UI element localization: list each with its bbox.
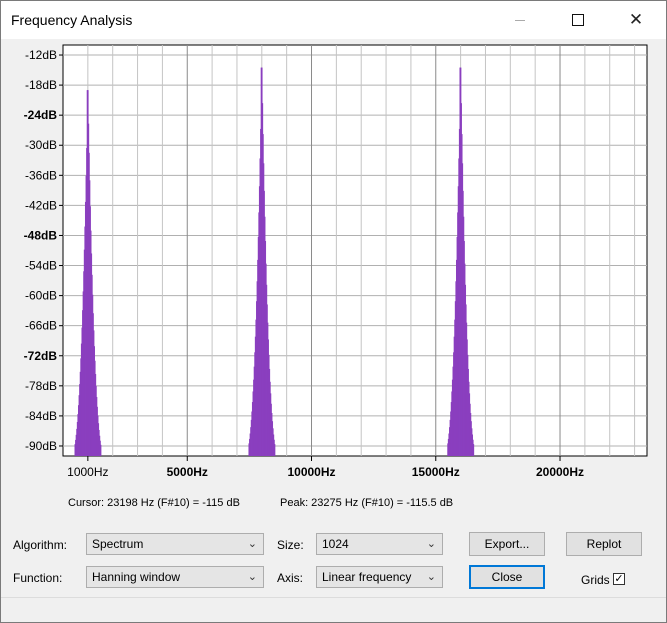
x-tick-label: 15000Hz — [412, 465, 460, 479]
status-separator — [1, 597, 666, 598]
x-tick-label: 5000Hz — [167, 465, 208, 479]
export-button[interactable]: Export... — [469, 532, 545, 556]
spectrum-chart[interactable]: -12dB -18dB -24dB -30dB -36dB -42dB -48dB -54dB… — [1, 39, 666, 509]
maximize-icon — [572, 14, 584, 26]
y-tick-label: -42dB — [25, 198, 57, 212]
y-tick-label: -78dB — [25, 379, 57, 393]
chevron-down-icon: ⌄ — [248, 570, 257, 583]
chevron-down-icon: ⌄ — [427, 537, 436, 550]
y-tick-label: -54dB — [25, 259, 57, 273]
function-select[interactable]: Hanning window ⌄ — [86, 566, 264, 588]
peak-readout: Peak: 23275 Hz (F#10) = -115.5 dB — [280, 497, 453, 509]
y-tick-label: -72dB — [24, 349, 58, 363]
y-tick-label: -18dB — [25, 78, 57, 92]
minimize-button[interactable] — [491, 1, 549, 39]
y-tick-label: -24dB — [24, 108, 58, 122]
size-label: Size: — [277, 538, 304, 552]
y-tick-label: -48dB — [24, 228, 58, 242]
axis-value: Linear frequency — [322, 570, 411, 584]
algorithm-label: Algorithm: — [13, 538, 67, 552]
close-icon: ✕ — [629, 10, 643, 30]
title-bar: Frequency Analysis ✕ — [1, 1, 666, 39]
y-tick-label: -30dB — [25, 138, 57, 152]
algorithm-select[interactable]: Spectrum ⌄ — [86, 533, 264, 555]
grids-label: Grids — [581, 573, 610, 587]
chevron-down-icon: ⌄ — [427, 570, 436, 583]
close-button[interactable]: Close — [469, 565, 545, 589]
axis-label: Axis: — [277, 571, 303, 585]
replot-button[interactable]: Replot — [566, 532, 642, 556]
size-value: 1024 — [322, 537, 349, 551]
spectrum-plot-area[interactable]: -12dB -18dB -24dB -30dB -36dB -42dB -48dB -54dB… — [1, 39, 666, 509]
checkmark-icon: ✓ — [614, 573, 623, 585]
close-window-button[interactable]: ✕ — [607, 1, 665, 39]
grids-checkbox[interactable]: ✓ — [613, 573, 625, 585]
y-tick-label: -66dB — [25, 319, 57, 333]
x-tick-label: 20000Hz — [536, 465, 584, 479]
plot-background — [63, 45, 647, 456]
y-tick-label: -36dB — [25, 168, 57, 182]
x-tick-label: 10000Hz — [287, 465, 335, 479]
window-title: Frequency Analysis — [11, 12, 132, 28]
cursor-readout: Cursor: 23198 Hz (F#10) = -115 dB — [68, 497, 240, 509]
chevron-down-icon: ⌄ — [248, 537, 257, 550]
size-select[interactable]: 1024 ⌄ — [316, 533, 443, 555]
axis-select[interactable]: Linear frequency ⌄ — [316, 566, 443, 588]
y-tick-label: -60dB — [25, 289, 57, 303]
minimize-icon — [515, 20, 525, 21]
spectrum-bar — [100, 445, 101, 456]
algorithm-value: Spectrum — [92, 537, 143, 551]
y-tick-label: -90dB — [25, 439, 57, 453]
function-value: Hanning window — [92, 570, 180, 584]
y-tick-label: -84dB — [25, 409, 57, 423]
spectrum-bar — [473, 444, 474, 456]
maximize-button[interactable] — [549, 1, 607, 39]
spectrum-bar — [274, 444, 275, 456]
function-label: Function: — [13, 571, 62, 585]
x-tick-label: 1000Hz — [67, 465, 108, 479]
y-tick-label: -12dB — [25, 48, 57, 62]
